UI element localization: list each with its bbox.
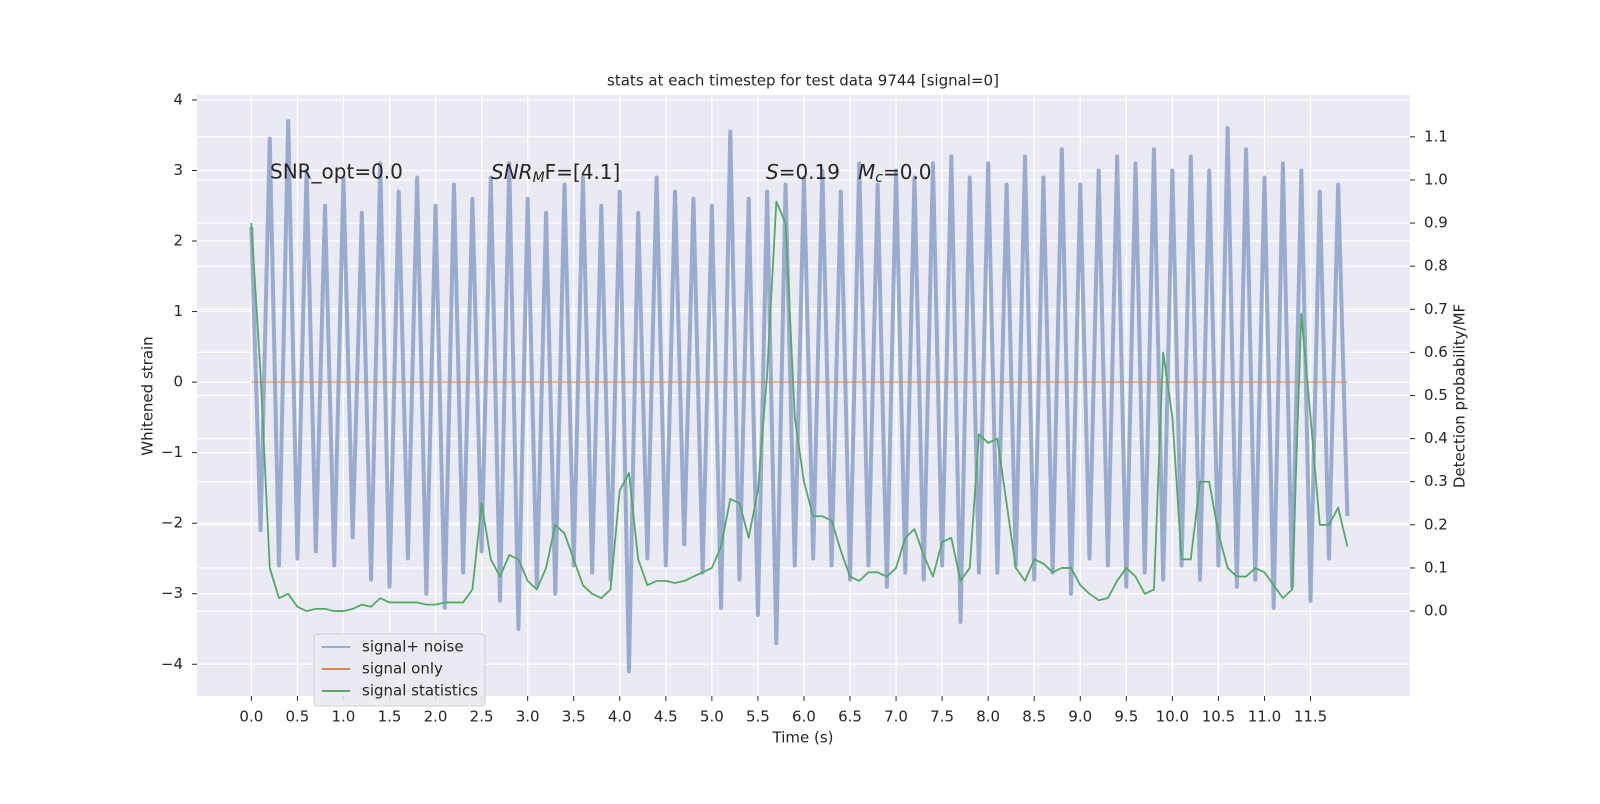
series-line: [250, 200, 1349, 612]
x-tick-label: 4.0: [608, 708, 632, 726]
annotation: Mc=0.0: [858, 160, 932, 187]
x-tick-label: 4.5: [654, 708, 678, 726]
x-tick-label: 10.5: [1202, 708, 1235, 726]
legend-label: signal only: [362, 660, 443, 678]
x-tick-label: 7.0: [884, 708, 908, 726]
annotation: SNR_opt=0.0: [270, 160, 403, 184]
y2-tick-label: 0.8: [1424, 257, 1448, 275]
chart-title: stats at each timestep for test data 974…: [607, 72, 999, 90]
x-tick-label: 0.5: [285, 708, 309, 726]
y-axis-label: Whitened strain: [139, 336, 157, 455]
y2-tick-label: 0.3: [1424, 472, 1448, 490]
x-tick-label: 2.0: [424, 708, 448, 726]
x-tick-label: 10.0: [1156, 708, 1189, 726]
y-tick-label: 0: [173, 373, 183, 391]
x-tick-label: 2.5: [470, 708, 494, 726]
y2-tick-label: 0.5: [1424, 386, 1448, 404]
y2-tick-label: 0.1: [1424, 558, 1448, 576]
x-tick-label: 6.5: [838, 708, 862, 726]
x-tick-label: 0.0: [239, 708, 263, 726]
annotation-text: =0.19: [779, 160, 840, 184]
y2-tick-label: 0.4: [1424, 429, 1448, 447]
y-tick-label: 4: [173, 90, 183, 108]
x-axis-label: Time (s): [772, 729, 834, 747]
y2-tick-label: 0.9: [1424, 214, 1448, 232]
x-tick-label: 5.5: [746, 708, 770, 726]
ticks: 0.0 0.5 1.0 1.5 2.0 2.5 3.0 3.5 4.0 4.5 5.0 5.5 6.0 6…: [161, 90, 1448, 725]
annotation-text: F=[4.1]: [545, 160, 621, 184]
x-tick-label: 11.0: [1248, 708, 1281, 726]
x-tick-label: 9.5: [1114, 708, 1138, 726]
annotation-subscript: c: [875, 170, 883, 186]
x-tick-label: 1.5: [378, 708, 402, 726]
legend-label: signal+ noise: [362, 638, 464, 656]
y2-tick-label: 0.0: [1424, 602, 1448, 620]
y2-axis-label: Detection probability/MF: [1451, 304, 1469, 488]
annotation-text: =0.0: [883, 160, 932, 184]
x-tick-label: 11.5: [1294, 708, 1327, 726]
x-tick-label: 6.0: [792, 708, 816, 726]
legend: signal+ noise signal only signal statistic…: [313, 633, 486, 707]
y2-tick-label: 0.2: [1424, 515, 1448, 533]
y2-tick-label: 0.7: [1424, 300, 1448, 318]
annotation-subscript: M: [533, 170, 545, 186]
y2-tick-label: 1.1: [1424, 127, 1448, 145]
legend-label: signal statistics: [362, 682, 478, 700]
y-tick-label: −3: [161, 584, 183, 602]
y-tick-label: 2: [173, 232, 183, 250]
series-line: [249, 119, 1350, 674]
x-tick-label: 7.5: [930, 708, 954, 726]
y2-tick-label: 0.6: [1424, 343, 1448, 361]
y-tick-label: −1: [161, 443, 183, 461]
annotation: SNRMF=[4.1]: [491, 160, 620, 187]
y-tick-label: −2: [161, 514, 183, 532]
annotation-symbol: M: [858, 160, 875, 184]
y-tick-label: −4: [161, 655, 183, 673]
annotation-symbol: SNR: [491, 160, 533, 184]
x-tick-label: 9.0: [1068, 708, 1092, 726]
y-tick-label: 1: [173, 302, 183, 320]
x-tick-label: 1.0: [332, 708, 356, 726]
x-tick-label: 8.0: [976, 708, 1000, 726]
x-tick-label: 5.0: [700, 708, 724, 726]
annotation: S=0.19: [766, 160, 840, 184]
annotation-symbol: S: [766, 160, 779, 184]
y2-tick-label: 1.0: [1424, 170, 1448, 188]
legend-box: [313, 633, 486, 707]
y-tick-label: 3: [173, 161, 183, 179]
x-tick-label: 8.5: [1022, 708, 1046, 726]
x-tick-label: 3.5: [562, 708, 586, 726]
x-tick-label: 3.0: [516, 708, 540, 726]
lines: [249, 119, 1350, 674]
